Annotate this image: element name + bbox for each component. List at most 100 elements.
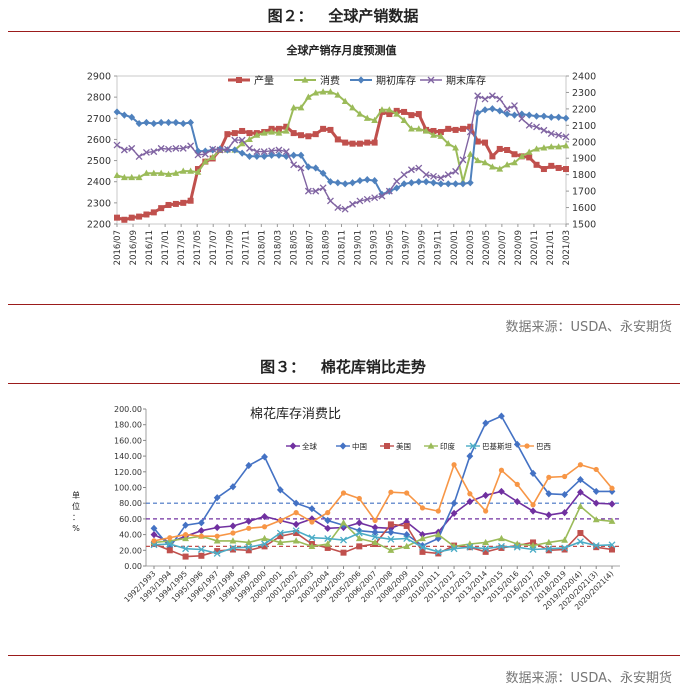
chart1-x-tick-label: 2020/11 [530, 230, 540, 265]
chart1-data-point [136, 213, 143, 220]
chart1-left-tick-label: 2700 [87, 114, 111, 125]
chart1-data-point [341, 97, 349, 104]
chart1-data-point [143, 169, 150, 176]
chart2-data-point [419, 534, 426, 542]
chart1-data-point [334, 91, 342, 98]
chart2-data-point [514, 481, 520, 487]
chart2-data-point [355, 527, 363, 535]
chart1-data-point [135, 153, 143, 161]
chart1-data-point [503, 105, 511, 113]
chart2-data-point [545, 547, 552, 554]
chart2-data-point [246, 525, 252, 531]
chart1-data-point [437, 132, 445, 139]
chart2-data-point [498, 534, 505, 542]
chart1-x-tick-label: 2020/05 [482, 230, 492, 265]
chart2-data-point [498, 412, 505, 420]
chart1-data-point [275, 146, 283, 154]
chart1-legend-label: 期初库存 [376, 74, 416, 87]
chart1-data-point [319, 169, 327, 177]
chart1-legend-marker [357, 76, 365, 84]
chart2-data-point [293, 530, 300, 537]
chart1-data-point [540, 112, 548, 120]
chart2-data-point [450, 545, 458, 553]
chart1-x-tick-label: 2018/05 [289, 230, 299, 265]
chart1-data-point [525, 148, 533, 155]
chart1-data-point [349, 104, 356, 111]
chart1-data-point [540, 126, 548, 134]
figure3-heading: 图３： 棉花库销比走势 [0, 356, 686, 377]
chart1-data-point [349, 140, 356, 147]
chart1-data-point [518, 115, 526, 123]
chart1-data-point [290, 161, 298, 169]
chart1-data-point [179, 119, 187, 128]
chart2-data-point [276, 529, 284, 537]
chart1-data-point [113, 171, 121, 178]
chart1-data-point [172, 118, 180, 127]
chart2-data-point [292, 520, 300, 528]
chart1-data-point [452, 180, 459, 188]
chart2-data-point [182, 534, 189, 542]
chart1-data-point [209, 153, 217, 160]
chart1-data-point [275, 125, 282, 132]
chart2-data-point [355, 529, 363, 537]
chart1-x-tick-label: 2016/07 [113, 230, 123, 265]
chart2-data-point [324, 544, 331, 551]
figure2-top-rule [8, 31, 680, 32]
chart2-data-point [276, 538, 284, 546]
chart1-data-point [393, 177, 401, 185]
chart2-data-point [577, 502, 584, 509]
chart1-data-point [172, 169, 180, 176]
chart1-x-tick-label: 2019/07 [402, 230, 412, 265]
chart2-data-point [150, 524, 158, 532]
chart1-data-point [342, 139, 349, 146]
chart1-data-point [246, 130, 253, 137]
chart1-right-tick-label: 1900 [572, 154, 596, 165]
figure2-bottom-rule [8, 304, 680, 305]
chart2-data-point [592, 542, 600, 550]
figure3-top-rule [8, 383, 680, 384]
figure3-caption: 棉花库销比走势 [320, 358, 426, 376]
chart1-data-point [385, 187, 393, 195]
chart1-data-point [320, 125, 327, 132]
chart2-data-point [308, 534, 316, 542]
chart2-data-point [530, 502, 536, 508]
chart1-x-tick-label: 2020/01 [450, 230, 460, 265]
chart1-data-point [334, 204, 342, 212]
chart2-data-point [387, 535, 395, 543]
chart2-data-point [434, 548, 442, 556]
chart2-data-point [561, 544, 569, 552]
chart1-data-point [400, 116, 408, 123]
chart1-data-point [481, 159, 489, 166]
chart2-data-point [561, 509, 569, 517]
chart1-data-point [268, 128, 275, 135]
chart2-data-point [229, 546, 236, 553]
chart1-data-point [165, 145, 172, 153]
chart1-data-point [445, 125, 452, 132]
chart1-data-point [482, 139, 489, 146]
chart1-data-point [430, 127, 437, 134]
chart1-data-point [319, 88, 327, 95]
chart1-x-tick-label: 2016/09 [129, 230, 139, 265]
chart1-left-tick-label: 2400 [87, 177, 111, 188]
chart1-title: 全球产销存月度预测值 [286, 43, 397, 57]
chart2-data-point [197, 546, 205, 553]
chart1-data-point [150, 119, 158, 128]
chart1-data-point [415, 111, 422, 118]
chart1-data-point [371, 194, 379, 202]
chart2-series-line [153, 505, 613, 552]
chart2-y-tick-label: 40.00 [119, 531, 142, 540]
chart2-data-point [355, 519, 363, 527]
chart1-data-point [415, 125, 423, 132]
chart2-data-point [403, 542, 411, 549]
chart2-series-line [153, 415, 612, 549]
chart1-data-point [452, 126, 459, 133]
chart1-data-point [268, 151, 275, 159]
chart2-data-point [324, 535, 332, 542]
chart2-data-point [450, 499, 458, 507]
chart1-data-point [246, 152, 253, 160]
chart1-x-tick-label: 2020/07 [498, 230, 508, 265]
chart2-data-point [529, 507, 537, 515]
chart1-right-tick-label: 2200 [572, 104, 596, 115]
chart1-data-point [422, 178, 430, 186]
chart1-data-point [282, 148, 290, 156]
